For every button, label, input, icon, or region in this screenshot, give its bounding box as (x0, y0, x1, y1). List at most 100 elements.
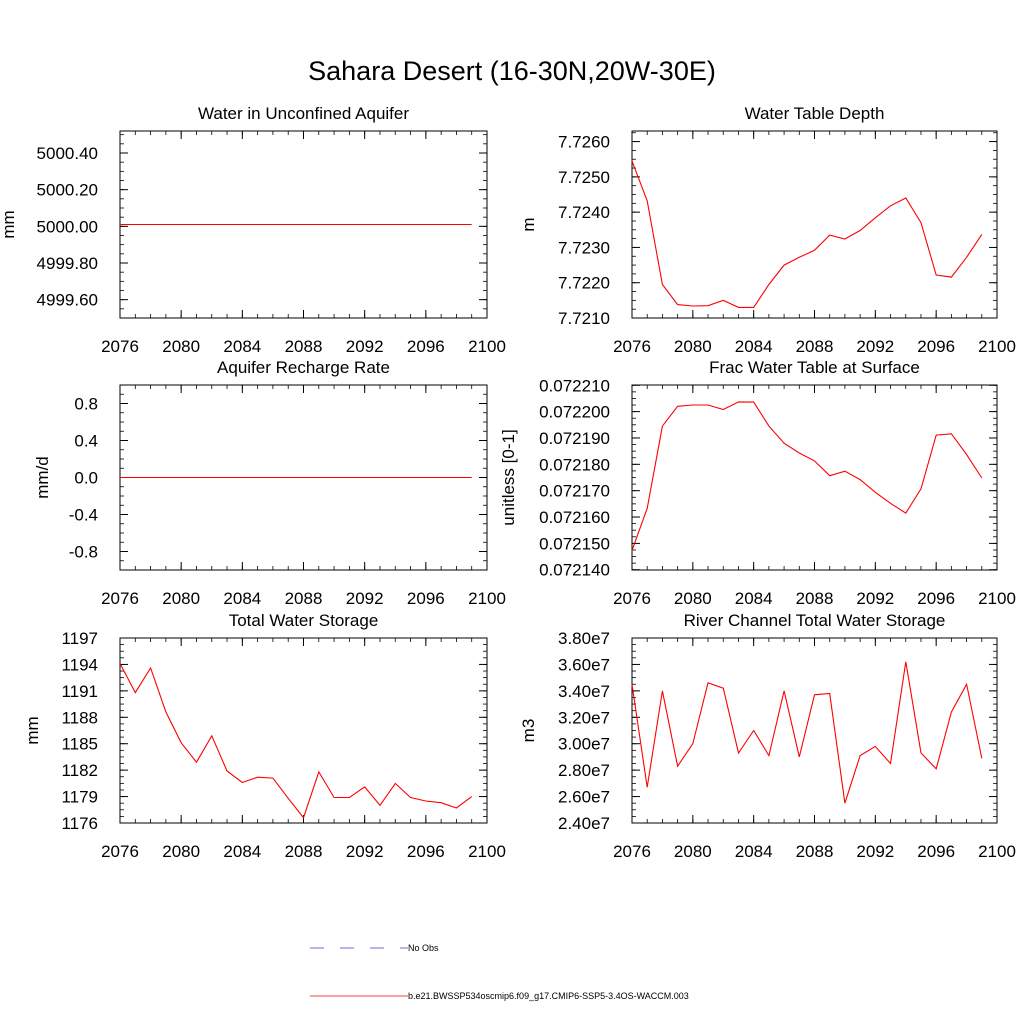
panel-1-title: Water in Unconfined Aquifer (198, 104, 409, 123)
panel-3-x-tick-label: 2084 (223, 589, 261, 608)
panel-6-y-tick-label: 2.60e7 (558, 788, 610, 807)
panel-5-x-tick-label: 2088 (285, 842, 323, 861)
panel-6-x-tick-label: 2080 (674, 842, 712, 861)
panel-5-y-tick-label: 1179 (61, 788, 98, 807)
panel-4-y-tick-label: 0.072170 (539, 482, 610, 501)
legend-obs-label: No Obs (408, 943, 439, 953)
panel-1-x-tick-label: 2100 (468, 337, 506, 356)
panel-1-y-tick-label: 5000.40 (37, 144, 98, 163)
panel-6-x-tick-label: 2088 (796, 842, 834, 861)
panel-6-y-tick-label: 2.40e7 (558, 814, 610, 833)
panel-2-x-tick-label: 2084 (735, 337, 773, 356)
panel-2-y-tick-label: 7.7260 (558, 133, 610, 152)
panel-6-title: River Channel Total Water Storage (684, 611, 946, 630)
panel-6-y-tick-label: 3.80e7 (558, 629, 610, 648)
main-title: Sahara Desert (16-30N,20W-30E) (308, 56, 716, 86)
panel-6-y-tick-label: 3.20e7 (558, 708, 610, 727)
panel-4-title: Frac Water Table at Surface (709, 358, 920, 377)
panel-2-x-tick-label: 2076 (613, 337, 651, 356)
panel-1-x-tick-label: 2080 (162, 337, 200, 356)
legend-obs-line (310, 947, 408, 949)
panel-6-x-tick-label: 2096 (917, 842, 955, 861)
legend-obs: No Obs (310, 942, 870, 958)
panel-1-y-tick-label: 4999.80 (37, 254, 98, 273)
panel-5-x-tick-label: 2080 (162, 842, 200, 861)
panel-4-x-tick-label: 2076 (613, 589, 651, 608)
legend-model-label: b.e21.BWSSP534oscmip6.f09_g17.CMIP6-SSP5… (408, 991, 689, 1001)
panel-2-x-tick-label: 2092 (856, 337, 894, 356)
panel-2-plot-frame (631, 130, 998, 319)
panel-1-x-tick-label: 2088 (285, 337, 323, 356)
panel-5-y-tick-label: 1197 (61, 629, 98, 648)
panel-2-x-tick-label: 2100 (978, 337, 1016, 356)
panel-5-x-tick-label: 2096 (407, 842, 445, 861)
panel-6-series-line (631, 661, 983, 804)
panel-4-y-tick-label: 0.072200 (539, 403, 610, 422)
panel-5-y-tick-label: 1188 (61, 708, 98, 727)
panel-5-y-tick-label: 1191 (61, 682, 98, 701)
panel-4-x-tick-label: 2096 (917, 589, 955, 608)
panel-1-y-axis-label: mm (0, 210, 18, 238)
panel-3-x-tick-label: 2096 (407, 589, 445, 608)
panel-6-y-tick-label: 2.80e7 (558, 761, 610, 780)
panel-4-y-tick-label: 0.072180 (539, 455, 610, 474)
panel-4-y-tick-label: 0.072210 (539, 376, 610, 395)
panel-4-x-tick-label: 2092 (856, 589, 894, 608)
panel-6-x-tick-label: 2092 (856, 842, 894, 861)
panel-3-y-tick-label: 0.8 (74, 395, 98, 414)
panel-6-y-tick-label: 3.60e7 (558, 655, 610, 674)
panel-1-x-tick-label: 2092 (346, 337, 384, 356)
panel-3-x-tick-label: 2100 (468, 589, 506, 608)
panel-2-y-axis-label: m (519, 217, 538, 231)
panel-2-y-tick-label: 7.7240 (558, 203, 610, 222)
legend-model: b.e21.BWSSP534oscmip6.f09_g17.CMIP6-SSP5… (310, 990, 870, 1006)
panel-3-y-tick-label: 0.0 (74, 469, 98, 488)
panel-2-x-tick-label: 2096 (917, 337, 955, 356)
panel-2-title: Water Table Depth (745, 104, 885, 123)
panel-3-y-tick-label: 0.4 (74, 432, 98, 451)
panel-3-x-tick-label: 2080 (162, 589, 200, 608)
panel-5-y-tick-label: 1185 (61, 735, 98, 754)
panel-5-y-axis-label: mm (23, 716, 42, 744)
panel-2-x-tick-label: 2080 (674, 337, 712, 356)
panel-5-y-tick-label: 1194 (61, 655, 98, 674)
panel-3-y-tick-label: -0.8 (69, 543, 98, 562)
panel-5-x-tick-label: 2084 (223, 842, 261, 861)
panel-1-x-tick-label: 2076 (101, 337, 139, 356)
panel-4-series-line (631, 401, 983, 551)
panel-5-y-tick-label: 1182 (61, 761, 98, 780)
panel-4-y-tick-label: 0.072160 (539, 508, 610, 527)
panel-4-x-tick-label: 2080 (674, 589, 712, 608)
panel-3-x-tick-label: 2076 (101, 589, 139, 608)
panel-4-y-axis-label: unitless [0-1] (499, 429, 518, 525)
panel-1-x-tick-label: 2084 (223, 337, 261, 356)
panel-2-series-line (631, 160, 983, 308)
panel-5-y-tick-label: 1176 (61, 814, 98, 833)
legend-model-line (310, 995, 408, 997)
panel-5-x-tick-label: 2076 (101, 842, 139, 861)
panel-5-series-line (119, 663, 473, 819)
panel-1-y-tick-label: 4999.60 (37, 291, 98, 310)
panel-2-y-tick-label: 7.7230 (558, 238, 610, 257)
panel-6-plot-frame (631, 637, 998, 824)
panel-1-y-tick-label: 5000.20 (37, 181, 98, 200)
panel-2-y-tick-label: 7.7210 (558, 309, 610, 328)
panel-4-plot-frame (631, 384, 998, 571)
panel-4-x-tick-label: 2088 (796, 589, 834, 608)
panel-1-x-tick-label: 2096 (407, 337, 445, 356)
panel-4-x-tick-label: 2084 (735, 589, 773, 608)
panel-3-y-axis-label: mm/d (33, 456, 52, 499)
panel-2-y-tick-label: 7.7250 (558, 168, 610, 187)
panel-3-title: Aquifer Recharge Rate (217, 358, 390, 377)
panel-6-x-tick-label: 2076 (613, 842, 651, 861)
panel-3-x-tick-label: 2088 (285, 589, 323, 608)
panel-4-x-tick-label: 2100 (978, 589, 1016, 608)
panel-6-y-axis-label: m3 (519, 719, 538, 743)
panel-3-x-tick-label: 2092 (346, 589, 384, 608)
panel-6-x-tick-label: 2100 (978, 842, 1016, 861)
panel-2-y-tick-label: 7.7220 (558, 274, 610, 293)
panel-5-title: Total Water Storage (229, 611, 379, 630)
panel-6-y-tick-label: 3.40e7 (558, 682, 610, 701)
panel-3-y-tick-label: -0.4 (69, 506, 98, 525)
